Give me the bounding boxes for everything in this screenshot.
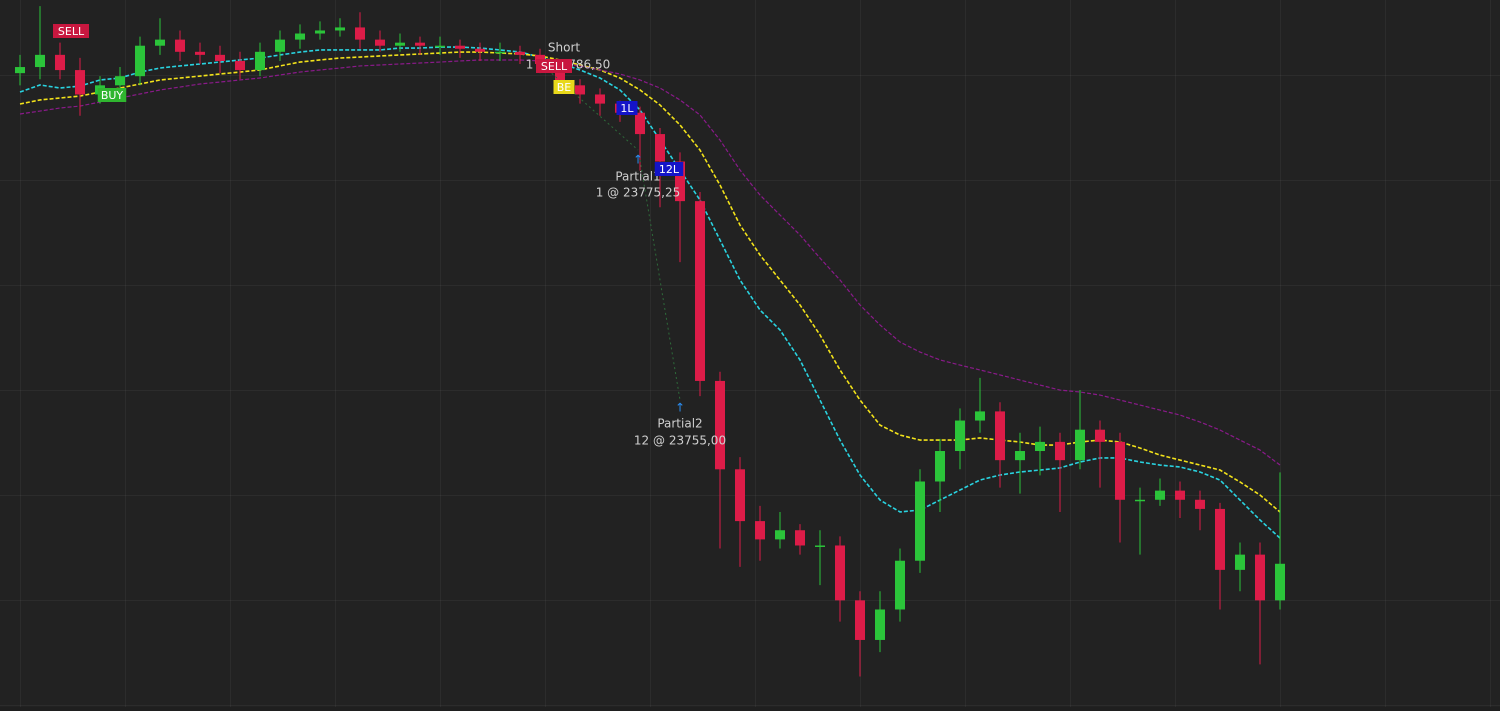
- signal-badge: [97, 88, 127, 102]
- candle-body: [715, 380, 725, 470]
- candle-body: [435, 45, 445, 48]
- candle-body: [355, 27, 365, 40]
- candle-body: [335, 27, 345, 31]
- annotation-text: 1 @ 23775,25: [596, 186, 681, 200]
- candle-body: [695, 201, 705, 381]
- candle-body: [775, 530, 785, 540]
- candle-body: [675, 161, 685, 202]
- candle-body: [455, 45, 465, 49]
- candle-body: [35, 54, 45, 68]
- trade-path: [547, 69, 681, 401]
- candle-body: [315, 30, 325, 34]
- candle-body: [135, 45, 145, 77]
- candle-body: [935, 451, 945, 482]
- signal-badge: [553, 80, 575, 94]
- signal-label: 12L: [659, 163, 680, 176]
- candle-body: [1155, 490, 1165, 500]
- candle-body: [235, 60, 245, 71]
- candle-body: [1255, 554, 1265, 601]
- candle-body: [55, 54, 65, 71]
- candle-body: [115, 76, 125, 86]
- signal-badge: [53, 24, 89, 38]
- candle-body: [255, 51, 265, 71]
- candle-body: [575, 85, 585, 95]
- candle-body: [215, 54, 225, 61]
- candle-body: [1215, 508, 1225, 570]
- candle-body: [1035, 441, 1045, 452]
- candles: [15, 6, 1285, 677]
- candle-body: [395, 42, 405, 46]
- candle-body: [1015, 451, 1025, 461]
- candle-body: [815, 545, 825, 547]
- candle-body: [295, 33, 305, 40]
- candle-body: [475, 48, 485, 52]
- candle-body: [1275, 563, 1285, 601]
- candle-body: [655, 134, 665, 162]
- annotation-text: Short: [548, 41, 580, 55]
- candle-body: [555, 63, 565, 86]
- candle-body: [955, 420, 965, 452]
- candle-body: [195, 51, 205, 55]
- signal-label: SELL: [541, 60, 568, 73]
- candle-body: [595, 94, 605, 104]
- signal-label: BE: [557, 81, 572, 94]
- annotation-text: Partial1: [615, 170, 660, 184]
- candle-body: [175, 39, 185, 52]
- annotation-text: Partial2: [657, 417, 702, 431]
- signal-label: SELL: [58, 25, 85, 38]
- candle-body: [975, 411, 985, 421]
- candle-body: [75, 70, 85, 95]
- arrow-up: ↑: [675, 401, 685, 415]
- candle-body: [1135, 499, 1145, 502]
- signal-label: BUY: [101, 89, 124, 102]
- candle-body: [1175, 490, 1185, 500]
- candle-body: [1095, 429, 1105, 442]
- candle-body: [1195, 499, 1205, 509]
- candle-body: [155, 39, 165, 46]
- candle-body: [275, 39, 285, 52]
- annotation-text: 12 @ 23755,00: [634, 434, 726, 448]
- signal-badge: [654, 162, 684, 176]
- candle-body: [1115, 441, 1125, 500]
- moving-average: [19, 59, 1281, 466]
- candle-body: [415, 42, 425, 46]
- candle-body: [855, 600, 865, 640]
- candle-body: [1055, 441, 1065, 461]
- signal-badge: [616, 101, 638, 115]
- candle-body: [635, 112, 645, 135]
- candle-body: [1235, 554, 1245, 570]
- candle-body: [995, 411, 1005, 461]
- candle-body: [15, 67, 25, 74]
- moving-average: [19, 46, 1281, 539]
- candle-body: [515, 51, 525, 55]
- candle-body: [495, 51, 505, 54]
- candle-body: [735, 469, 745, 522]
- candle-body: [1075, 429, 1085, 461]
- signal-label: 1L: [620, 102, 634, 115]
- candle-body: [795, 530, 805, 546]
- arrow-up: ↑: [633, 153, 643, 167]
- candle-body: [835, 545, 845, 601]
- candle-body: [895, 560, 905, 610]
- candle-body: [375, 39, 385, 46]
- candle-body: [755, 521, 765, 540]
- candle-body: [875, 609, 885, 640]
- candle-body: [915, 481, 925, 561]
- signal-badge: [536, 59, 572, 73]
- indicator-lines: [19, 46, 1281, 539]
- moving-average: [19, 51, 1281, 513]
